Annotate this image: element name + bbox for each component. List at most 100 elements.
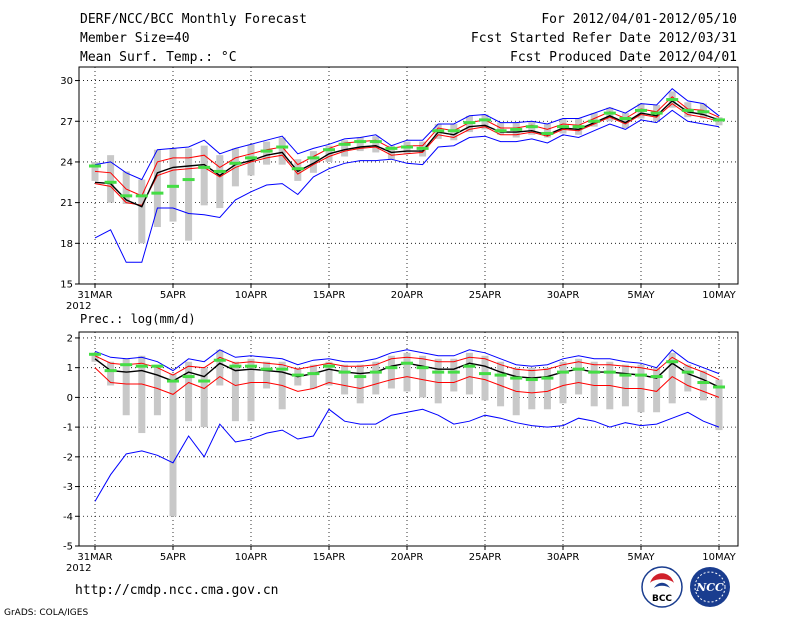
temp-obs-mark [213,169,226,173]
precip-obs-mark [603,370,616,374]
temp-obs-mark [666,98,679,102]
precip-obs-mark [557,370,569,374]
precip-spread-bar [403,352,411,392]
temp-xtick-label: 15APR [313,290,346,301]
temp-obs-mark [588,119,601,123]
temp-obs-mark [603,111,616,115]
temp-obs-mark [401,145,413,149]
precip-spread-bar [216,349,224,386]
precip-spread-bar [497,361,505,407]
precip-spread-bar [91,352,99,362]
temp-xtick-label: 25APR [469,290,502,301]
precip-obs-mark [354,375,367,379]
temp-spread-bar [356,137,364,152]
precip-xtick-label: 30APR [547,552,580,563]
temp-ytick-label: 24 [60,157,73,168]
precip-obs-mark [666,360,679,364]
precip-spread-bar [575,358,583,395]
precip-spread-bar [434,358,442,404]
precip-ytick-label: -4 [63,512,73,523]
precip-series-p10 [94,367,720,398]
precip-spread-bar [621,364,629,407]
precip-series-max [94,349,720,375]
precip-spread-bar [341,364,349,395]
precip-obs-mark [245,364,257,368]
temp-obs-mark [276,145,289,149]
temp-xtick-label: 10APR [235,290,268,301]
temp-obs-mark [89,164,101,168]
temp-series-max [94,109,720,263]
temp-plot-frame [78,66,739,285]
precip-obs-mark [401,361,413,365]
temp-obs-mark [447,129,460,133]
temp-spread-bar [263,141,271,165]
temp-spread-bar [185,148,193,241]
precip-obs-mark [619,373,632,377]
precip-spread-bar [372,361,380,395]
precip-ytick-label: 1 [67,363,73,374]
temp-spread-bar [138,179,146,244]
temp-obs-mark [416,146,429,150]
precip-obs-mark [120,363,133,367]
temp-obs-mark [245,156,257,160]
precip-spread-bar [450,358,458,392]
temp-series-ensemble-mean [94,99,720,208]
temp-obs-mark [167,184,179,188]
temp-obs-mark [323,148,335,152]
temp-year-label: 2012 [66,301,91,312]
temp-series-min [94,88,720,181]
temp-obs-mark [104,180,117,184]
grads-credit-text: GrADS: COLA/IGES [4,608,88,618]
precip-obs-mark [463,364,476,368]
precip-spread-bar [231,361,239,422]
precip-ytick-label: -3 [63,482,73,493]
temp-spread-bar [372,136,380,153]
temp-obs-mark [650,111,663,115]
bcc-logo-text: BCC [652,594,672,604]
precip-obs-mark [713,385,725,389]
title-text: DERF/NCC/BCC Monthly Forecast [80,12,307,27]
precip-obs-mark [635,373,647,377]
temp-obs-mark [369,140,382,144]
precip-spread-bar [528,367,536,410]
precip-ytick-label: 2 [67,333,73,344]
temp-obs-mark [354,140,367,144]
precip-obs-mark [369,370,382,374]
temp-spread-bar [621,113,629,129]
precip-ytick-label: -2 [63,452,73,463]
temp-obs-mark [198,165,211,169]
bcc-swirl-icon [650,573,674,583]
temp-xtick-label: 20APR [391,290,424,301]
precip-spread-bar [185,361,193,422]
precip-obs-mark [182,375,195,379]
temp-spread-bar [200,145,208,206]
precip-xtick-label: 20APR [391,552,424,563]
precip-obs-mark [650,375,663,379]
temp-obs-mark [510,127,523,131]
temp-obs-mark [494,129,507,133]
precip-xtick-label: 25APR [469,552,502,563]
precip-spread-bar [559,361,567,404]
member-size-text: Member Size=40 [80,31,190,46]
precip-obs-mark [416,366,429,370]
precip-spread-bar [169,373,177,517]
precip-spread-bar [200,367,208,428]
precip-spread-bar [356,364,364,404]
temp-spread-bar [497,122,505,135]
precip-xtick-label: 10MAY [702,552,736,563]
precip-obs-mark [167,379,179,383]
precip-obs-mark [338,370,351,374]
fcst-started-text: Fcst Started Refer Date 2012/03/31 [471,31,737,46]
precip-obs-mark [525,378,538,382]
precip-year-label: 2012 [66,563,91,574]
url-text[interactable]: http://cmdp.ncc.cma.gov.cn [75,583,279,598]
precip-spread-bar [653,367,661,413]
precip-spread-bar [684,364,692,392]
precip-spread-bar [699,370,707,401]
precip-obs-mark [198,379,211,383]
temperature-panel: 15 18 21 24 27 30 31MAR 5APR 10APR 15APR 20APR 25AP… [60,66,739,312]
temp-obs-mark [572,125,585,129]
temp-obs-mark [385,146,398,150]
temp-spread-bar [122,171,130,204]
